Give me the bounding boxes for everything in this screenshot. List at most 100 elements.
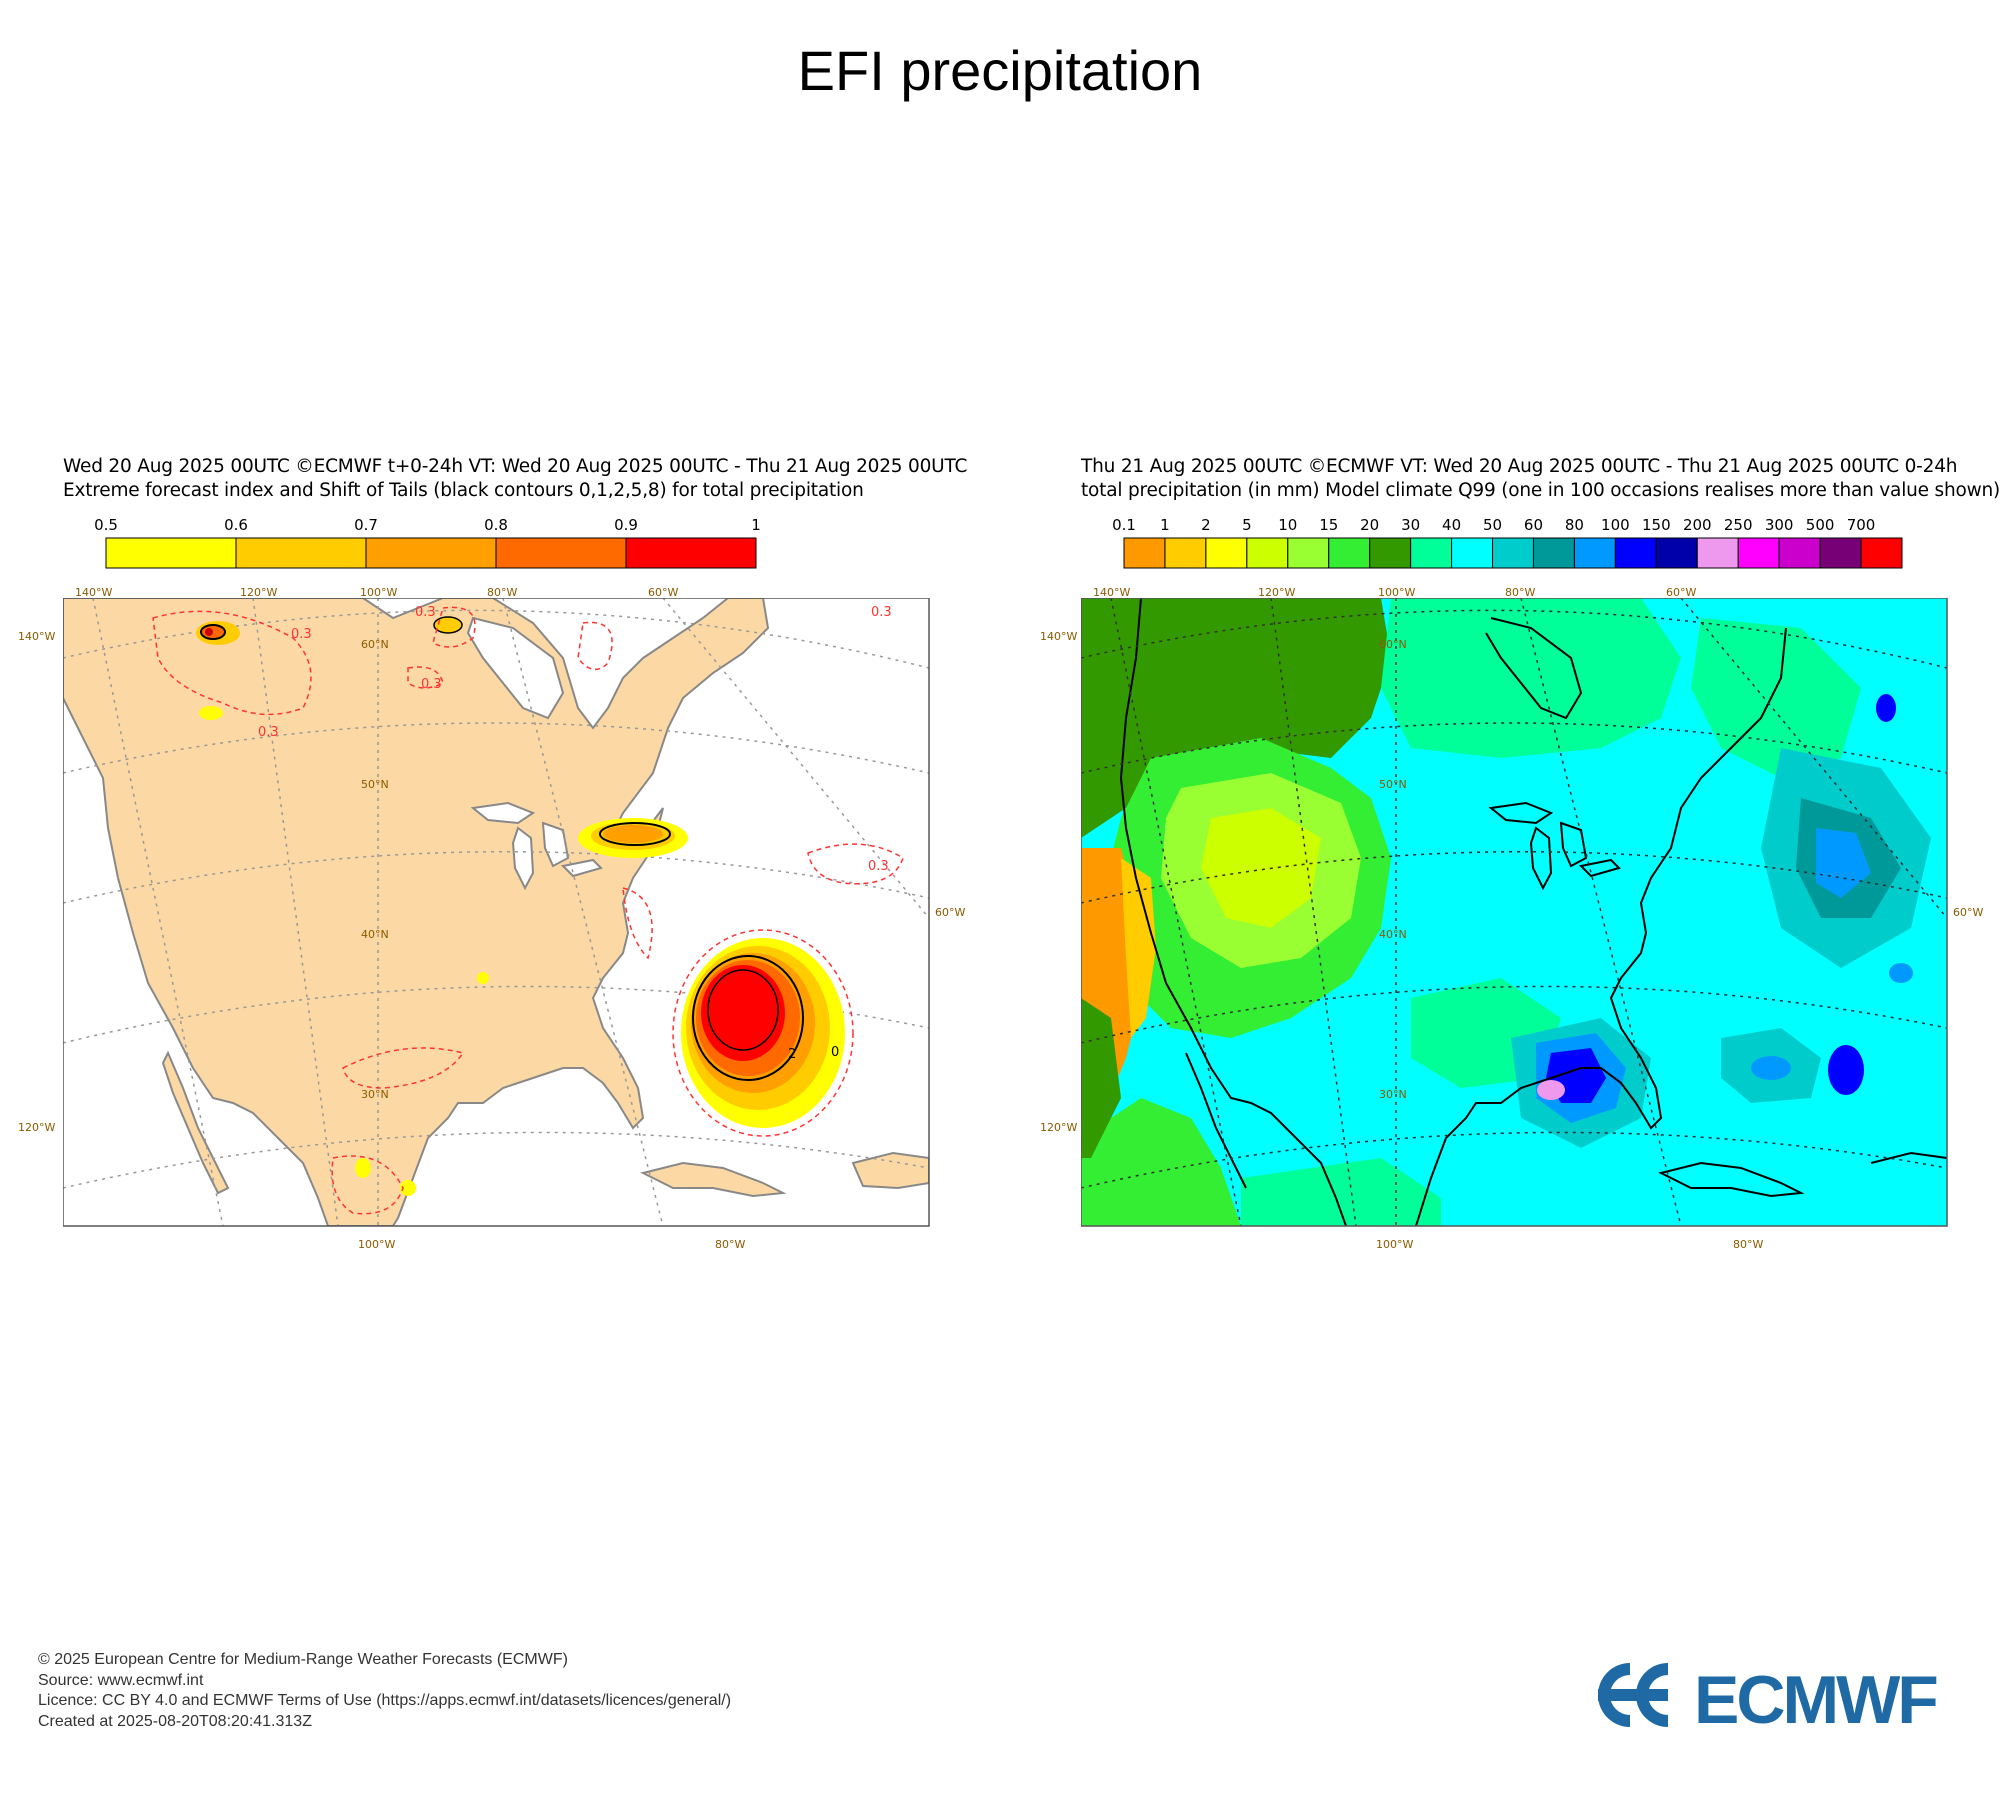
lat-label: 30°N [361,1088,389,1101]
colorbar-tick-label: 1 [751,516,761,534]
lat-label: 60°N [1379,638,1407,651]
footer-licence: Licence: CC BY 4.0 and ECMWF Terms of Us… [38,1692,732,1709]
hudson-bay [466,616,565,720]
colorbar-tick-label: 20 [1360,516,1379,534]
colorbar-tick-label: 250 [1724,516,1753,534]
graticule [1081,598,1947,1226]
colorbar-tick-label: 30 [1401,516,1420,534]
colorbar-tick-label: 80 [1565,516,1584,534]
efi-panel: Wed 20 Aug 2025 00UTC ©ECMWF t+0-24h VT:… [18,450,967,1280]
colorbar-swatch [1246,537,1289,569]
efi-header-line1: Wed 20 Aug 2025 00UTC ©ECMWF t+0-24h VT:… [63,456,968,477]
q99-panel: Thu 21 Aug 2025 00UTC ©ECMWF VT: Wed 20 … [1040,450,2000,1280]
lon-label-bottom: 80°W [1733,1238,1763,1251]
contour-label: 0.3 [291,627,312,642]
q99-colorbar: 0.1 1 2 5 10 15 20 30 40 50 60 80 100 150 200 250 300 500… [1112,516,1903,569]
colorbar-swatch [1369,537,1412,569]
lon-label-top: 60°W [1666,586,1696,599]
q99-map-frame [1081,598,1948,1227]
lon-label-top: 60°W [648,586,678,599]
colorbar-tick-label: 500 [1806,516,1835,534]
efi-map-frame [63,598,930,1227]
efi-map: 0.3 0.3 0.3 0.3 0.3 0.3 2 0 60°N 50°N 40… [63,598,930,1227]
colorbar-swatch [1778,537,1821,569]
lon-label-top: 140°W [1093,586,1130,599]
land-hispaniola [851,1151,929,1190]
colorbar-swatch [495,537,627,569]
lon-label-right: 60°W [935,906,965,919]
efi-small-areas [196,616,489,1196]
colorbar-swatch [1287,537,1330,569]
q99-header-line1: Thu 21 Aug 2025 00UTC ©ECMWF VT: Wed 20 … [1081,456,1958,477]
lon-label-bottom: 80°W [715,1238,745,1251]
colorbar-swatch [1164,537,1207,569]
lon-label-left: 120°W [1040,1121,1077,1134]
lon-label-top: 100°W [1378,586,1415,599]
efi-header-line2: Extreme forecast index and Shift of Tail… [63,480,864,501]
colorbar-swatch [1819,537,1862,569]
q99-coastlines [1119,598,1947,1226]
lon-label-top: 80°W [487,586,517,599]
colorbar-tick-label: 700 [1847,516,1876,534]
colorbar-swatch [1532,537,1575,569]
colorbar-tick-label: 40 [1442,516,1461,534]
lon-label-top: 120°W [1258,586,1295,599]
land-cuba [640,1161,787,1198]
colorbar-tick-label: 0.6 [224,516,248,534]
colorbar-swatch [1492,537,1534,569]
colorbar-swatch [1696,537,1739,569]
contour-label: 0 [831,1045,839,1060]
colorbar-tick-label: 150 [1642,516,1671,534]
lat-label: 40°N [361,928,389,941]
colorbar-swatch [365,537,497,569]
logo-text: ECMWF [1694,1662,1937,1735]
colorbar-tick-label: 300 [1765,516,1794,534]
colorbar-swatch [1410,537,1453,569]
lon-label-bottom: 100°W [1376,1238,1413,1251]
footer: © 2025 European Centre for Medium-Range … [38,1650,731,1732]
lon-label-top: 120°W [240,586,277,599]
colorbar-swatch [1737,537,1780,569]
lon-label-left: 140°W [18,630,55,643]
colorbar-tick-label: 60 [1524,516,1543,534]
colorbar-swatch [1860,537,1903,569]
ecmwf-logo: ECMWF [1598,1662,1940,1735]
colorbar-tick-label: 0.1 [1112,516,1136,534]
footer-created: Created at 2025-08-20T08:20:41.313Z [38,1712,312,1730]
great-lakes [470,801,635,891]
lat-label: 40°N [1379,928,1407,941]
footer-source: Source: www.ecmwf.int [38,1671,204,1689]
colorbar-swatch [1328,537,1371,569]
colorbar-tick-label: 2 [1201,516,1211,534]
colorbar-swatch [1123,537,1166,569]
lon-label-left: 140°W [1040,630,1077,643]
colorbar-tick-label: 200 [1683,516,1712,534]
q99-axis-labels: 140°W 120°W 100°W 80°W 60°W 100°W 80°W 1… [1040,586,1983,1251]
lon-label-top: 80°W [1505,586,1535,599]
contour-label: 2 [788,1047,796,1062]
colorbar-tick-label: 0.5 [94,516,118,534]
colorbar-swatch [235,537,367,569]
contour-label: 0.3 [868,859,889,874]
efi-0.3-contours [152,606,904,1215]
lon-label-top: 140°W [75,586,112,599]
colorbar-tick-label: 50 [1483,516,1502,534]
colorbar-swatch [1451,537,1494,569]
efi-hurricane-area [672,929,854,1137]
lon-label-right: 60°W [1953,906,1983,919]
lon-label-bottom: 100°W [358,1238,395,1251]
colorbar-tick-label: 5 [1242,516,1252,534]
footer-copyright: © 2025 European Centre for Medium-Range … [38,1651,568,1668]
colorbar-swatch [1205,537,1248,569]
q99-fields [1081,598,1931,1226]
lat-label: 30°N [1379,1088,1407,1101]
colorbar-tick-label: 0.8 [484,516,508,534]
lat-label: 50°N [1379,778,1407,791]
contour-label: 0.3 [871,605,892,620]
colorbar-swatch [105,537,237,569]
q99-header-line2: total precipitation (in mm) Model climat… [1081,480,2000,501]
colorbar-swatch [1573,537,1616,569]
colorbar-tick-label: 15 [1319,516,1338,534]
lat-label: 60°N [361,638,389,651]
page-title: EFI precipitation [797,39,1203,102]
